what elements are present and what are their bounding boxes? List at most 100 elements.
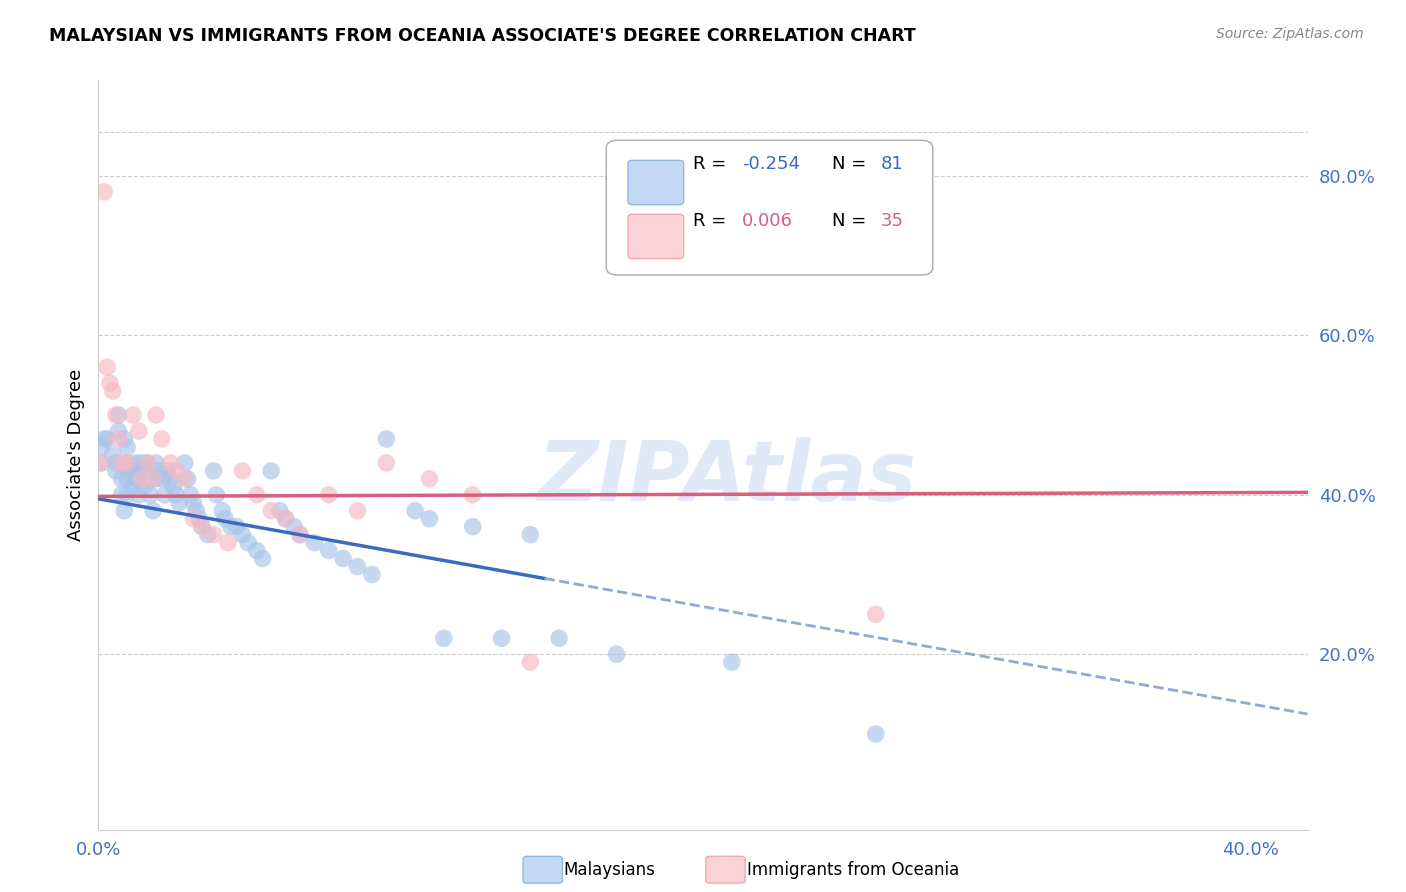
Point <box>252 551 274 566</box>
Text: R =: R = <box>693 155 733 173</box>
Point <box>283 519 305 533</box>
Point <box>101 448 124 462</box>
Point <box>346 504 368 518</box>
Point <box>107 424 129 438</box>
Point <box>115 472 138 486</box>
Text: N =: N = <box>832 155 872 173</box>
Text: ZIPAtlas: ZIPAtlas <box>537 437 917 518</box>
Point <box>122 480 145 494</box>
Point <box>304 535 326 549</box>
Point <box>548 632 571 646</box>
Text: Malaysians: Malaysians <box>564 861 655 879</box>
Point <box>148 464 170 478</box>
Point <box>519 655 541 669</box>
Point <box>110 472 132 486</box>
Point <box>159 456 181 470</box>
Point <box>93 185 115 199</box>
Point <box>136 456 159 470</box>
Point <box>128 424 150 438</box>
Point <box>115 456 138 470</box>
Text: N =: N = <box>832 212 872 230</box>
Point <box>288 527 311 541</box>
Text: -0.254: -0.254 <box>742 155 800 173</box>
Point <box>90 456 112 470</box>
Point <box>183 496 205 510</box>
Point <box>112 432 135 446</box>
Point <box>136 472 159 486</box>
Point <box>318 543 340 558</box>
Point <box>231 527 253 541</box>
Point <box>202 527 225 541</box>
Point <box>418 511 440 525</box>
Point <box>202 464 225 478</box>
Point <box>375 456 398 470</box>
Point <box>131 472 153 486</box>
Point <box>346 559 368 574</box>
FancyBboxPatch shape <box>606 140 932 275</box>
Point <box>188 511 211 525</box>
Point <box>115 464 138 478</box>
Point <box>288 527 311 541</box>
Point <box>433 632 456 646</box>
Text: R =: R = <box>693 212 733 230</box>
Point <box>260 464 283 478</box>
Point <box>134 464 156 478</box>
Point <box>101 384 124 399</box>
Point <box>246 488 269 502</box>
Point <box>96 360 118 375</box>
Point <box>519 527 541 541</box>
Point <box>461 519 484 533</box>
Point <box>107 408 129 422</box>
Point <box>122 464 145 478</box>
Point <box>150 472 173 486</box>
Point <box>491 632 513 646</box>
FancyBboxPatch shape <box>628 214 683 259</box>
Point <box>231 464 253 478</box>
Point <box>131 456 153 470</box>
Point <box>104 456 127 470</box>
Point <box>104 408 127 422</box>
Point <box>115 488 138 502</box>
Text: MALAYSIAN VS IMMIGRANTS FROM OCEANIA ASSOCIATE'S DEGREE CORRELATION CHART: MALAYSIAN VS IMMIGRANTS FROM OCEANIA ASS… <box>49 27 915 45</box>
Point <box>107 432 129 446</box>
Point <box>211 504 233 518</box>
Point <box>173 456 195 470</box>
Point <box>865 607 887 622</box>
Point <box>191 519 214 533</box>
Point <box>131 472 153 486</box>
Point <box>176 472 198 486</box>
Point <box>125 472 148 486</box>
Point <box>274 511 297 525</box>
Point <box>142 472 165 486</box>
Point <box>361 567 384 582</box>
Point <box>165 464 187 478</box>
Point <box>274 511 297 525</box>
Point <box>180 488 202 502</box>
Point <box>260 504 283 518</box>
Point <box>162 480 184 494</box>
Point <box>217 535 239 549</box>
Point <box>332 551 354 566</box>
Point <box>115 456 138 470</box>
Point <box>214 511 236 525</box>
Point <box>90 456 112 470</box>
Text: 35: 35 <box>880 212 904 230</box>
Point <box>128 464 150 478</box>
Y-axis label: Associate's Degree: Associate's Degree <box>66 368 84 541</box>
Text: Source: ZipAtlas.com: Source: ZipAtlas.com <box>1216 27 1364 41</box>
Point <box>93 432 115 446</box>
Point <box>139 488 162 502</box>
Text: Immigrants from Oceania: Immigrants from Oceania <box>747 861 959 879</box>
Point <box>90 440 112 454</box>
Point <box>136 456 159 470</box>
Point <box>225 519 247 533</box>
Point <box>96 432 118 446</box>
Point <box>128 488 150 502</box>
Point <box>159 472 181 486</box>
Point <box>142 504 165 518</box>
Point <box>246 543 269 558</box>
Point <box>156 464 179 478</box>
Point <box>167 496 190 510</box>
Point <box>153 488 176 502</box>
Point <box>418 472 440 486</box>
